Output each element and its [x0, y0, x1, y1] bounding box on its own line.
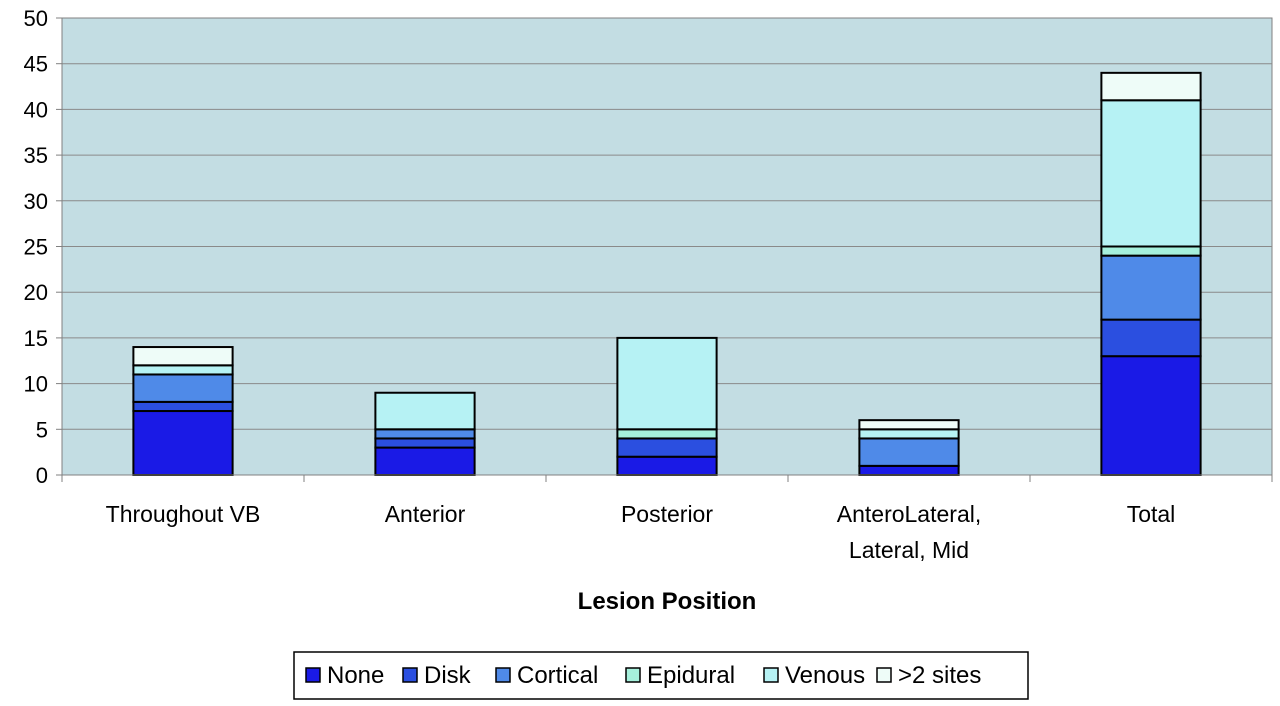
gridlines	[62, 63, 1272, 430]
bar-segment	[1100, 71, 1202, 102]
y-tick-label: 5	[36, 417, 48, 442]
y-tick-label: 35	[24, 143, 48, 168]
y-tick-label: 0	[36, 463, 48, 488]
legend-swatch	[763, 667, 779, 683]
x-axis: Throughout VB Anterior Posterior AnteroLate…	[61, 474, 1273, 563]
x-axis-title: Lesion Position	[578, 588, 757, 615]
y-tick-label: 10	[24, 372, 48, 397]
bar-segment	[374, 437, 476, 449]
y-tick-label: 50	[24, 6, 48, 31]
y-tick-label: 45	[24, 52, 48, 77]
bar-segment	[858, 437, 960, 467]
x-tick-label: Total	[1127, 501, 1176, 527]
legend-label: Disk	[424, 662, 472, 689]
bar-segment	[858, 419, 960, 431]
legend-label: >2 sites	[898, 662, 981, 689]
y-tick-label: 15	[24, 326, 48, 351]
bar-segment	[1100, 355, 1202, 476]
legend-swatch	[876, 667, 892, 683]
legend-swatch	[402, 667, 418, 683]
y-tick-label: 25	[24, 235, 48, 260]
bars	[132, 71, 1202, 477]
legend-swatch	[305, 667, 321, 683]
bar-segment	[1100, 99, 1202, 248]
legend-swatch	[625, 667, 641, 683]
bar-segment	[1100, 254, 1202, 321]
bar-segment	[132, 364, 234, 376]
x-tick-label: Lateral, Mid	[849, 537, 969, 563]
bar-segment	[132, 400, 234, 413]
x-tick-label: AnteroLateral,	[837, 501, 981, 527]
bar-segment	[616, 428, 718, 440]
bar-segment	[132, 410, 234, 476]
bar-segment	[132, 373, 234, 403]
bar-segment	[374, 391, 476, 431]
legend-label: Epidural	[647, 662, 735, 689]
x-tick-label: Posterior	[621, 501, 713, 527]
legend-label: Venous	[785, 662, 865, 689]
bar-segment	[616, 336, 718, 431]
y-tick-label: 30	[24, 189, 48, 214]
legend-label: None	[327, 662, 384, 689]
bar-segment	[374, 428, 476, 440]
bar-segment	[858, 464, 960, 476]
x-tick-label: Anterior	[385, 501, 466, 527]
bar-segment	[132, 346, 234, 367]
bar-segment	[616, 437, 718, 458]
y-tick-label: 20	[24, 280, 48, 305]
bar-segment	[1100, 318, 1202, 358]
bar-segment	[1100, 245, 1202, 257]
y-tick-label: 40	[24, 97, 48, 122]
legend-label: Cortical	[517, 662, 598, 689]
x-tick-label: Throughout VB	[106, 501, 261, 527]
y-axis: 0 5 10 15 20 25 30 35 40 45 50	[24, 6, 63, 488]
bar-segment	[374, 446, 476, 476]
legend: None Disk Cortical Epidural Venous >2 sites	[293, 651, 1029, 700]
legend-swatch	[495, 667, 511, 683]
bar-segment	[858, 428, 960, 440]
bar-segment	[616, 455, 718, 477]
